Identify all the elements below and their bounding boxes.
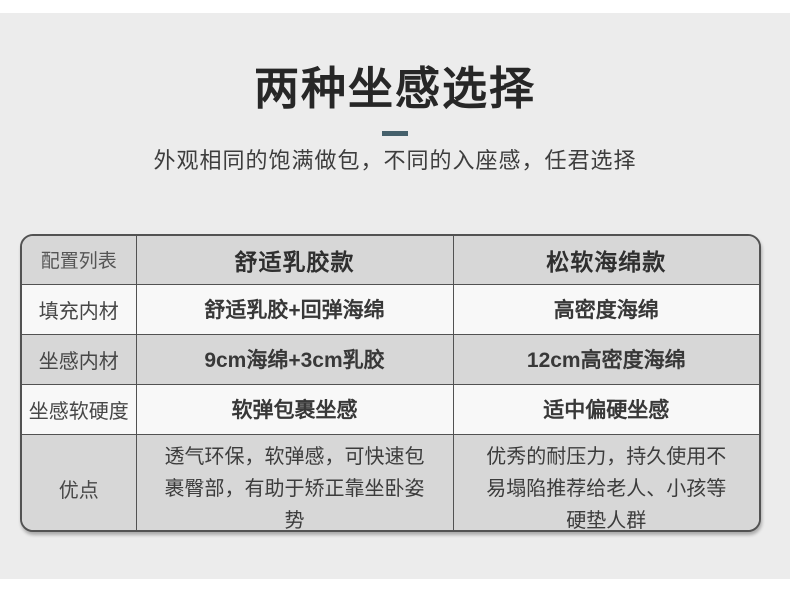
cell-sponge-filling: 高密度海绵 — [452, 283, 759, 335]
cell-sponge-firmness: 适中偏硬坐感 — [452, 383, 759, 435]
cell-latex-seat-material: 9cm海绵+3cm乳胶 — [135, 333, 454, 385]
row-label: 填充内材 — [22, 283, 137, 335]
page-subtitle: 外观相同的饱满做包，不同的入座感，任君选择 — [153, 148, 637, 173]
row-label: 坐感软硬度 — [22, 383, 137, 435]
table-header-row: 配置列表 舒适乳胶款 松软海绵款 — [22, 236, 759, 285]
cell-sponge-seat-material: 12cm高密度海绵 — [452, 333, 759, 385]
column-header-config-list: 配置列表 — [22, 236, 137, 285]
top-white-strip — [0, 0, 790, 13]
table-row-seat-material: 坐感内材 9cm海绵+3cm乳胶 12cm高密度海绵 — [22, 333, 759, 385]
comparison-table-grid: 配置列表 舒适乳胶款 松软海绵款 填充内材 舒适乳胶+回弹海绵 高密度海绵 坐感… — [22, 236, 759, 530]
cell-latex-advantages: 透气环保，软弹感，可快速包裹臀部，有助于矫正靠坐卧姿势 — [135, 433, 454, 530]
table-row-firmness: 坐感软硬度 软弹包裹坐感 适中偏硬坐感 — [22, 383, 759, 435]
comparison-table: 配置列表 舒适乳胶款 松软海绵款 填充内材 舒适乳胶+回弹海绵 高密度海绵 坐感… — [20, 234, 761, 532]
column-header-latex-version: 舒适乳胶款 — [135, 236, 454, 285]
cell-latex-filling: 舒适乳胶+回弹海绵 — [135, 283, 454, 335]
content-area: 两种坐感选择 外观相同的饱满做包，不同的入座感，任君选择 配置列表 舒适乳胶款 … — [0, 13, 790, 579]
row-label: 坐感内材 — [22, 333, 137, 385]
cell-latex-firmness: 软弹包裹坐感 — [135, 383, 454, 435]
bottom-white-strip — [0, 579, 790, 593]
table-row-filling-material: 填充内材 舒适乳胶+回弹海绵 高密度海绵 — [22, 283, 759, 335]
column-header-sponge-version: 松软海绵款 — [452, 236, 759, 285]
row-label: 优点 — [22, 433, 137, 530]
table-row-advantages: 优点 透气环保，软弹感，可快速包裹臀部，有助于矫正靠坐卧姿势 优秀的耐压力，持久… — [22, 433, 759, 530]
title-accent-dash — [382, 131, 408, 136]
page-title: 两种坐感选择 — [253, 63, 536, 114]
cell-sponge-advantages: 优秀的耐压力，持久使用不易塌陷推荐给老人、小孩等硬垫人群 — [452, 433, 759, 530]
